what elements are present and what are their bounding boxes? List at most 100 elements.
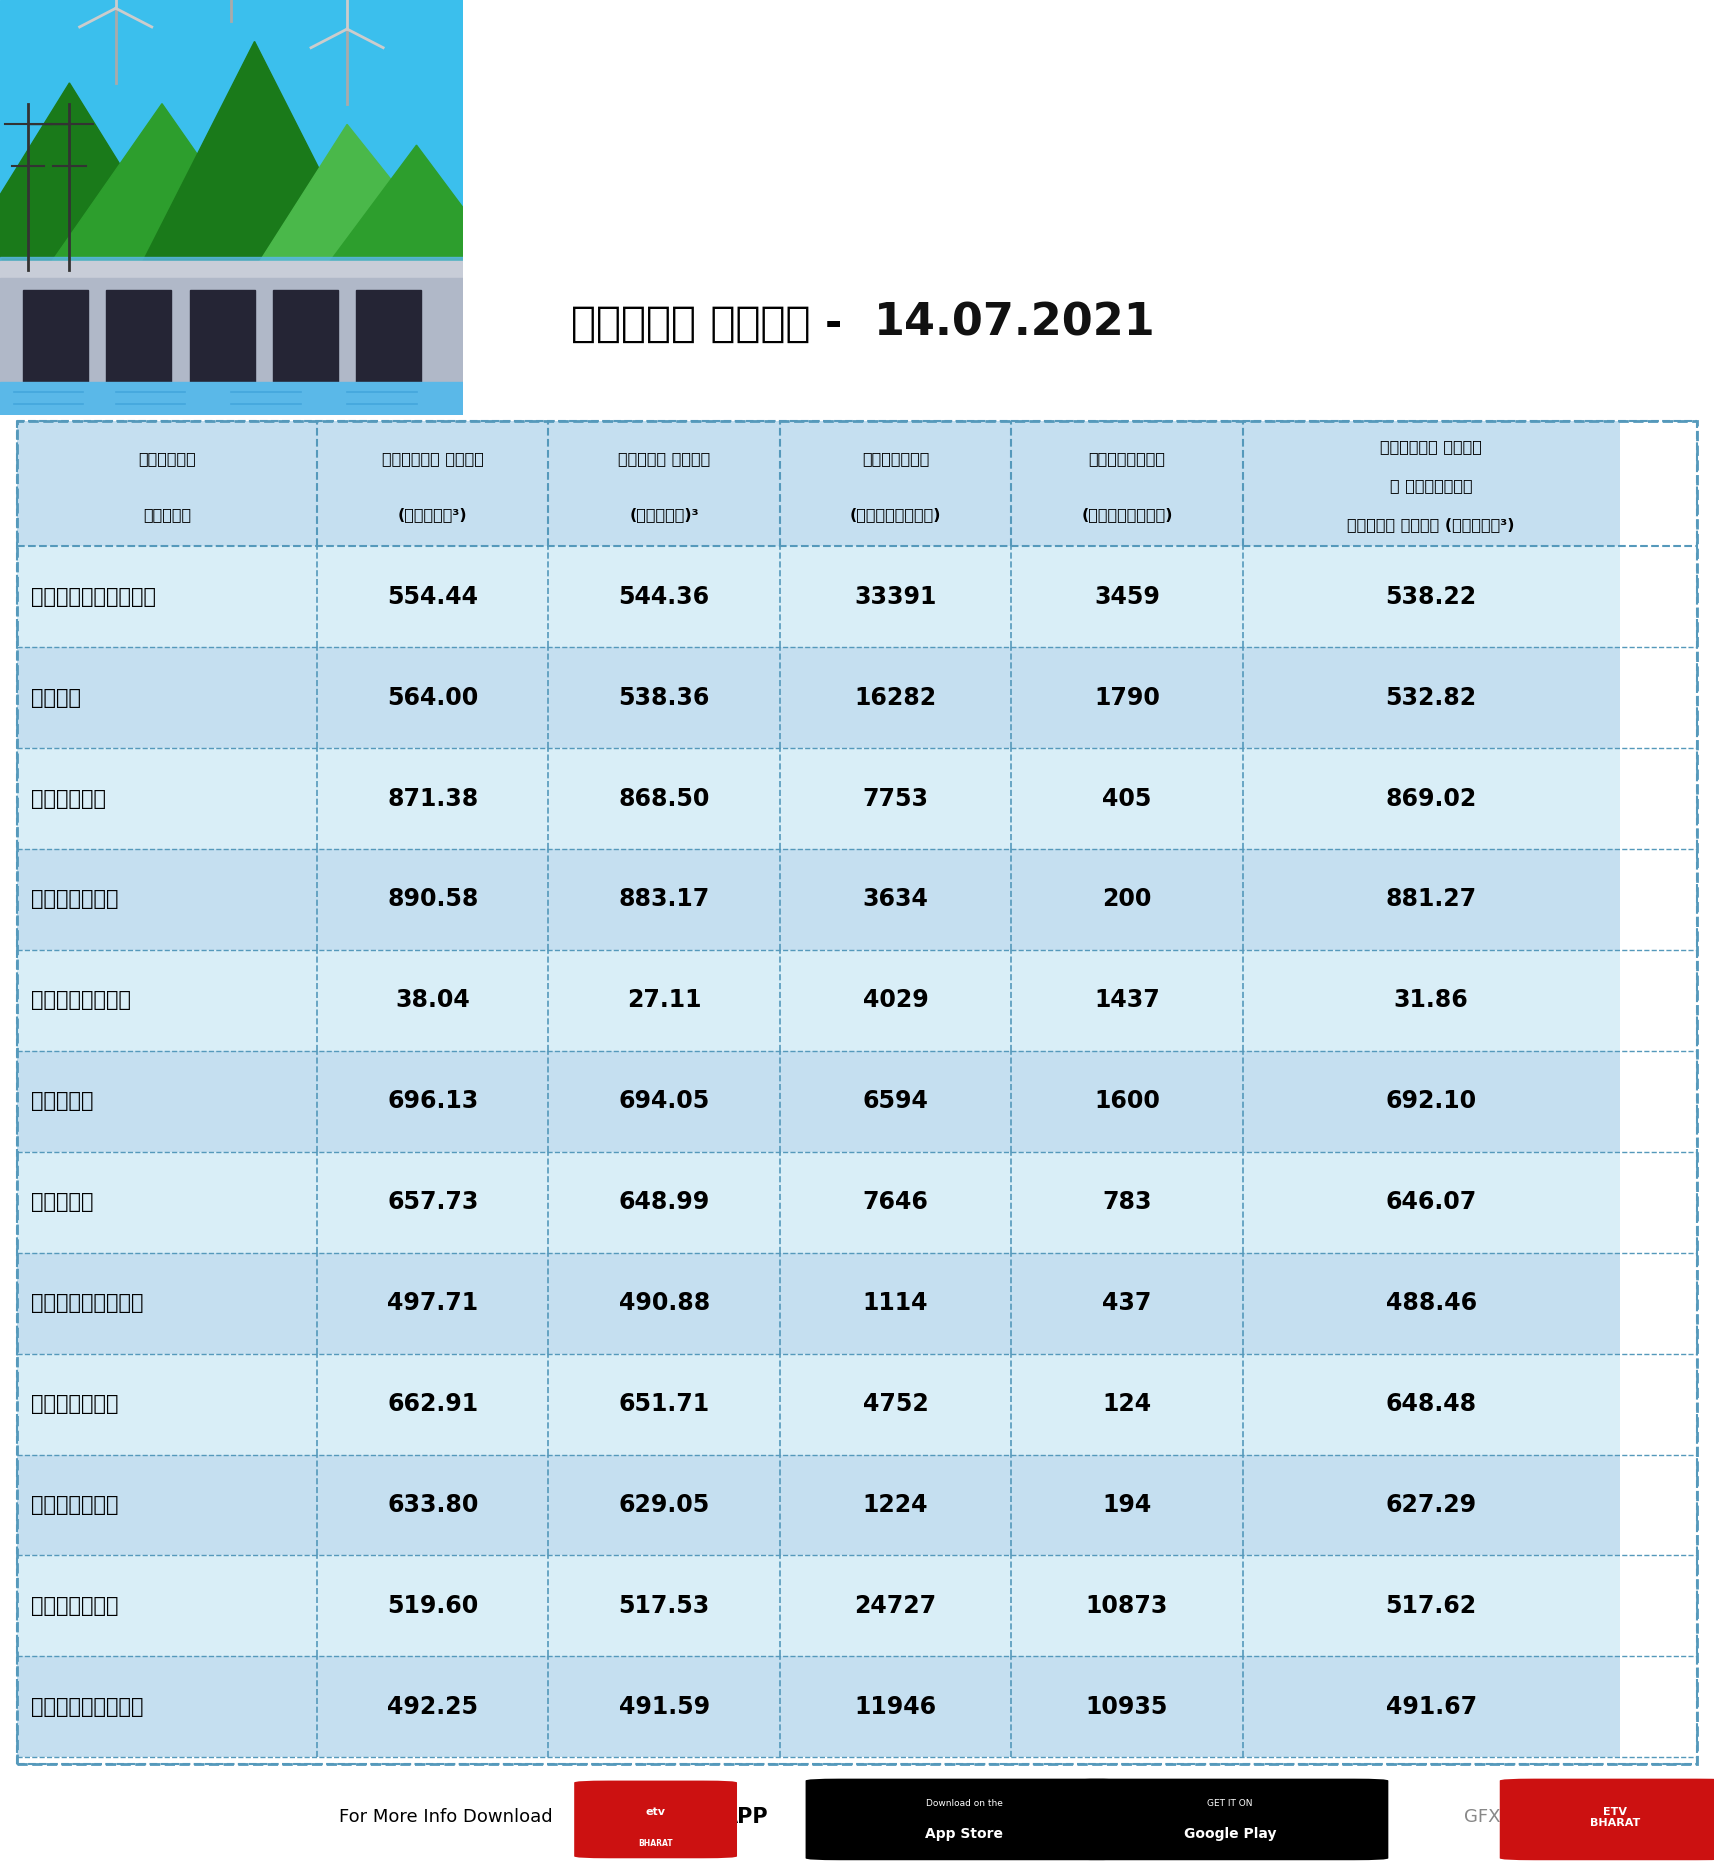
Text: 33391: 33391 [854, 585, 938, 609]
Text: 883.17: 883.17 [619, 887, 710, 912]
Text: 519.60: 519.60 [387, 1593, 478, 1618]
Bar [17, 747, 317, 850]
Text: 648.99: 648.99 [619, 1190, 710, 1214]
Bar [17, 646, 317, 747]
Text: 1114: 1114 [862, 1291, 929, 1315]
Text: 7753: 7753 [862, 786, 929, 811]
Text: 4752: 4752 [862, 1392, 929, 1416]
Text: 869.02: 869.02 [1385, 786, 1477, 811]
Bar [1243, 1153, 1620, 1253]
Text: 6594: 6594 [862, 1089, 929, 1113]
Text: 200: 200 [1102, 887, 1152, 912]
Text: Google Play: Google Play [1184, 1827, 1275, 1842]
Bar [17, 1153, 317, 1253]
Bar [1011, 422, 1243, 545]
Text: 517.62: 517.62 [1385, 1593, 1477, 1618]
Bar [317, 1556, 548, 1657]
Text: 564.00: 564.00 [387, 686, 478, 710]
Text: ನೀರಿನ ಮಟ್ಟ (ಮೀಟರ್³): ನೀರಿನ ಮಟ್ಟ (ಮೀಟರ್³) [1347, 517, 1515, 532]
Text: (ಕ್ಯೂಸೆಕ್): (ಕ್ಯೂಸೆಕ್) [1082, 508, 1172, 523]
Bar [317, 951, 548, 1052]
Bar [24, 290, 87, 394]
Polygon shape [46, 103, 278, 269]
Polygon shape [324, 146, 509, 269]
Text: 783: 783 [1102, 1190, 1152, 1214]
FancyBboxPatch shape [574, 1780, 737, 1859]
Bar [317, 545, 548, 646]
Bar [1011, 1556, 1243, 1657]
Text: 490.88: 490.88 [619, 1291, 710, 1315]
Text: ಹೇಮಾವತಿ: ಹೇಮಾವತಿ [31, 889, 118, 910]
Bar [1243, 951, 1620, 1052]
Bar [1011, 1052, 1243, 1153]
Bar [780, 1657, 1011, 1758]
Bar [17, 422, 317, 545]
Text: 14.07.2021: 14.07.2021 [874, 303, 1155, 346]
Text: 492.25: 492.25 [387, 1694, 478, 1719]
Text: 11946: 11946 [855, 1694, 936, 1719]
Text: 696.13: 696.13 [387, 1089, 478, 1113]
Bar [0, 278, 463, 394]
Bar [17, 951, 317, 1052]
Text: 629.05: 629.05 [619, 1493, 710, 1517]
FancyBboxPatch shape [1071, 1778, 1388, 1861]
Text: App Store: App Store [926, 1827, 1003, 1842]
Bar [1243, 1455, 1620, 1556]
Bar [17, 1354, 317, 1455]
Bar [1011, 1253, 1243, 1354]
Bar [780, 545, 1011, 646]
Bar [357, 290, 422, 394]
Text: 16282: 16282 [855, 686, 936, 710]
Text: 38.04: 38.04 [396, 988, 470, 1012]
Text: 633.80: 633.80 [387, 1493, 478, 1517]
FancyBboxPatch shape [806, 1778, 1123, 1861]
Bar [548, 646, 780, 747]
Polygon shape [0, 82, 185, 269]
Text: ಸೂಪಾ: ಸೂಪಾ [31, 687, 81, 708]
Bar [548, 1455, 780, 1556]
Text: 497.71: 497.71 [387, 1291, 478, 1315]
Bar [548, 1052, 780, 1153]
Text: 694.05: 694.05 [619, 1089, 710, 1113]
Bar [780, 1052, 1011, 1153]
Bar [548, 422, 780, 545]
Bar [548, 850, 780, 951]
Text: 554.44: 554.44 [387, 585, 478, 609]
Bar [1243, 1253, 1620, 1354]
Bar [1243, 1657, 1620, 1758]
Bar [1011, 646, 1243, 747]
Bar [780, 747, 1011, 850]
Text: 651.71: 651.71 [619, 1392, 710, 1416]
Text: 405: 405 [1102, 786, 1152, 811]
Text: ಗರಿಷ್ಠ ಮಟ್ಟ: ಗರಿಷ್ಠ ಮಟ್ಟ [382, 450, 483, 465]
Bar [780, 1556, 1011, 1657]
Text: 1600: 1600 [1094, 1089, 1160, 1113]
Text: 692.10: 692.10 [1385, 1089, 1477, 1113]
Text: 532.82: 532.82 [1385, 686, 1477, 710]
Bar [780, 1455, 1011, 1556]
Bar [317, 1657, 548, 1758]
Text: 491.59: 491.59 [619, 1694, 710, 1719]
Text: (ಮೀಟರ್³): (ಮೀಟರ್³) [398, 508, 468, 523]
Text: 868.50: 868.50 [619, 786, 710, 811]
Bar [17, 545, 317, 646]
Bar [780, 951, 1011, 1052]
Bar [17, 1455, 317, 1556]
Bar [317, 747, 548, 850]
Text: 1790: 1790 [1094, 686, 1160, 710]
Text: 544.36: 544.36 [619, 585, 710, 609]
Bar [780, 850, 1011, 951]
Text: GET IT ON: GET IT ON [1207, 1799, 1253, 1808]
Bar [17, 1556, 317, 1657]
Bar [1011, 545, 1243, 646]
Bar [780, 1153, 1011, 1253]
Bar [780, 646, 1011, 747]
Bar [548, 747, 780, 850]
Bar [106, 290, 171, 394]
Text: 31.86: 31.86 [1393, 988, 1469, 1012]
Bar [548, 1556, 780, 1657]
Text: 10935: 10935 [1085, 1694, 1169, 1719]
Bar [1243, 646, 1620, 747]
Text: For More Info Download: For More Info Download [339, 1808, 552, 1827]
Text: ಭದ್ರಾ: ಭದ್ರಾ [31, 1192, 93, 1212]
